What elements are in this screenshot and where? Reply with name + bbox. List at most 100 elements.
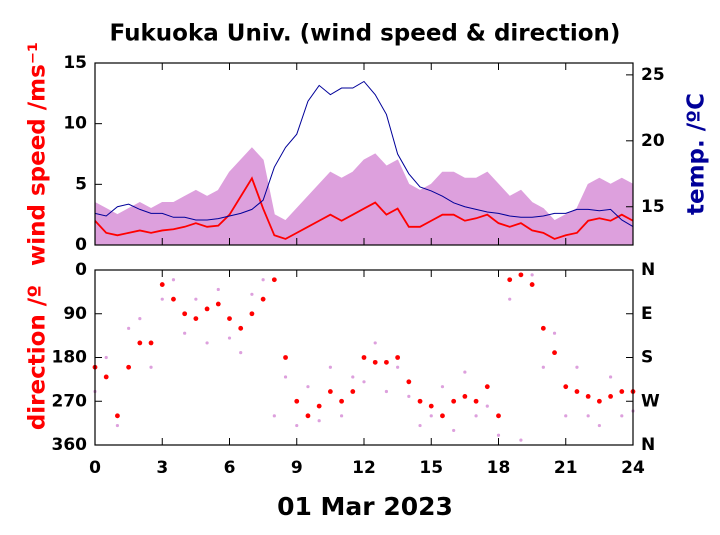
direction-point (194, 297, 198, 301)
direction-point (137, 340, 143, 346)
direction-point (540, 325, 546, 331)
direction-point (328, 365, 332, 369)
direction-point (127, 326, 131, 330)
direction-point (227, 316, 232, 322)
gust-area (94, 147, 634, 246)
x-tick-label: 6 (224, 458, 236, 478)
direction-point (529, 282, 535, 287)
y-tick-label: 10 (63, 114, 87, 134)
direction-point (384, 359, 389, 365)
x-tick-label: 3 (156, 458, 168, 478)
direction-point (193, 316, 199, 322)
y2-axis-label: temp. /ºC (684, 93, 710, 215)
direction-point (474, 414, 478, 418)
direction-point (271, 277, 277, 283)
direction-point (238, 325, 244, 331)
direction-point (283, 375, 288, 379)
direction-point (417, 398, 423, 404)
y-axis-label: wind speed /ms⁻¹ (25, 42, 51, 266)
direction-point (339, 398, 344, 404)
x-tick-label: 15 (419, 458, 443, 478)
direction-point (586, 414, 590, 418)
direction-point (283, 355, 288, 360)
direction-point (619, 389, 625, 394)
direction-point (205, 341, 209, 345)
y-tick-label: 0 (75, 260, 87, 280)
direction-point (204, 306, 210, 312)
direction-point (249, 311, 255, 317)
direction-point (440, 413, 445, 419)
direction-point (552, 331, 557, 335)
direction-point (261, 278, 265, 282)
x-tick-label: 9 (291, 458, 303, 478)
y-tick-label: 270 (52, 391, 88, 411)
direction-point (541, 365, 545, 369)
direction-point (362, 380, 366, 384)
direction-point (295, 423, 299, 428)
direction-point (440, 385, 445, 389)
direction-point (260, 296, 266, 302)
chart-title: Fukuoka Univ. (wind speed & direction) (110, 21, 621, 47)
direction-point (574, 389, 580, 394)
direction-point (171, 296, 176, 302)
direction-point (373, 341, 377, 345)
direction-point (316, 403, 322, 409)
direction-point (227, 336, 232, 340)
direction-point (496, 433, 501, 437)
direction-point (372, 359, 378, 365)
direction-point (171, 278, 176, 282)
direction-point (183, 331, 187, 335)
direction-point (104, 355, 108, 360)
y-tick-label: 90 (63, 304, 87, 324)
direction-point (518, 272, 524, 278)
direction-point (552, 350, 557, 356)
direction-point (126, 364, 132, 370)
x-tick-label: 21 (554, 458, 578, 478)
direction-point (351, 375, 355, 379)
x-tick-label: 24 (621, 458, 645, 478)
direction-point (396, 365, 400, 369)
y2-tick-label: 20 (641, 131, 665, 151)
direction-point (159, 282, 165, 287)
y-tick-label: 15 (63, 53, 87, 73)
y2-tick-label: E (641, 304, 653, 324)
direction-point (485, 404, 489, 408)
direction-point (305, 413, 311, 419)
wind-speed-line (94, 176, 634, 240)
y2-tick-label: 15 (641, 197, 665, 217)
direction-point (250, 292, 254, 296)
temperature-line (94, 80, 634, 227)
direction-point (103, 374, 109, 380)
direction-point (138, 317, 142, 321)
y2-tick-label: 25 (641, 65, 665, 85)
direction-point (115, 413, 120, 419)
y-tick-label: 180 (52, 348, 88, 368)
y-tick-label: 0 (75, 235, 87, 255)
direction-point (597, 423, 601, 428)
direction-point (317, 419, 321, 423)
direction-point (350, 389, 356, 394)
y2-tick-label: W (641, 391, 660, 411)
direction-point (575, 365, 579, 369)
direction-point (484, 384, 490, 390)
direction-point (429, 414, 433, 418)
direction-point (384, 389, 389, 394)
direction-point (272, 414, 276, 418)
direction-point (608, 375, 613, 379)
direction-point (473, 398, 479, 404)
x-tick-label: 12 (352, 458, 376, 478)
y-tick-label: 360 (52, 435, 88, 455)
direction-point (507, 277, 513, 283)
x-tick-label: 0 (89, 458, 101, 478)
direction-point (462, 393, 468, 399)
y2-tick-label: N (641, 435, 655, 455)
direction-point (239, 351, 243, 355)
direction-point (182, 311, 188, 317)
direction-point (585, 393, 591, 399)
direction-point (306, 385, 310, 389)
direction-point (519, 438, 523, 442)
x-axis-label: 01 Mar 2023 (277, 492, 453, 521)
direction-point (508, 297, 512, 301)
direction-point (406, 379, 412, 385)
